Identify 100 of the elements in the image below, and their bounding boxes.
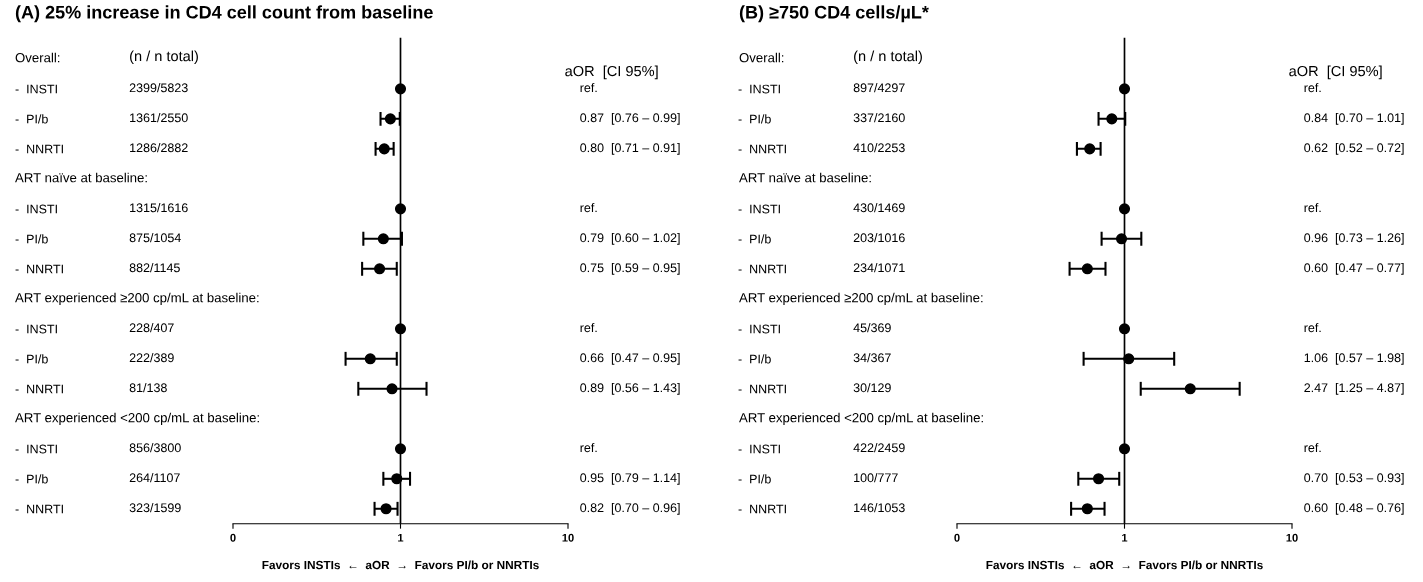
y2-tick-label: 264/1107: [129, 472, 180, 483]
y2-tick-label: 100/777: [854, 472, 898, 483]
category-label: - NNRTI: [15, 384, 63, 394]
annotation: ART experienced <200 cp/mL at baseline:: [739, 412, 983, 425]
x-tick-label: 10: [1286, 533, 1298, 542]
category-label: - INSTI: [738, 84, 780, 94]
point: [378, 143, 390, 155]
category-label: - PI/b: [738, 354, 771, 364]
text: ref.: [580, 203, 597, 213]
category-label: - INSTI: [738, 324, 780, 334]
chart-title: (B) ≥750 CD4 cells/µL*: [739, 5, 929, 23]
category-label: - PI/b: [15, 474, 48, 484]
text: ART naïve at baseline:: [739, 172, 871, 183]
category-label: - NNRTI: [738, 504, 786, 514]
point: [374, 263, 386, 275]
text: (n / n total): [130, 50, 198, 65]
text: 0.60 [0.47 – 0.77]: [1304, 262, 1404, 275]
y2-tick-label: 1286/2882: [130, 143, 188, 153]
y2-tick-label: 882/1145: [129, 262, 180, 273]
x-axis-title: Favors INSTIs ← aOR → Favors PI/b or NNRTIs: [986, 560, 1263, 570]
x-tick-label: 0: [954, 533, 960, 542]
y2-tick-label: 323/1599: [129, 502, 181, 513]
point: [391, 473, 403, 485]
y2-tick-label: 234/1071: [853, 262, 905, 273]
y2-tick-label: 875/1054: [129, 232, 181, 243]
y2-tick-label: 1315/1616: [130, 202, 188, 213]
annotation: aOR [CI 95%]: [1289, 65, 1382, 80]
text: 0.89 [0.56 – 1.43]: [580, 382, 680, 395]
text: ref.: [1304, 442, 1321, 453]
point: [394, 323, 407, 335]
point: [384, 113, 396, 125]
y2-tick-label: 30/129: [853, 382, 891, 393]
y2-tick-label: 897/4297: [853, 83, 905, 93]
y2-tick-label: 422/2459: [853, 442, 905, 453]
text: 2.47 [1.25 – 4.87]: [1304, 382, 1404, 395]
point: [394, 443, 407, 455]
point: [380, 503, 392, 515]
text: 0.60 [0.48 – 0.76]: [1304, 502, 1404, 515]
x-tick-label: 0: [230, 533, 236, 542]
annotation: ART experienced <200 cp/mL at baseline:: [15, 412, 259, 425]
point: [377, 233, 389, 245]
annotation: aOR [CI 95%]: [565, 65, 658, 80]
category-label: - INSTI: [15, 204, 57, 214]
category-label: - PI/b: [738, 474, 771, 484]
x-axis-title: Favors INSTIs ← aOR → Favors PI/b or NNRTIs: [262, 560, 539, 570]
annotation: ART experienced ≥200 cp/mL at baseline:: [15, 292, 259, 305]
point: [394, 83, 407, 95]
y2-tick-label: 81/138: [129, 382, 167, 393]
category-label: - NNRTI: [738, 144, 786, 154]
text: 0.80 [0.71 – 0.91]: [580, 143, 680, 155]
x-tick-label: 10: [562, 533, 574, 542]
text: 1.06 [0.57 – 1.98]: [1304, 352, 1404, 365]
x-tick-label: 1: [398, 533, 404, 542]
category-label: - PI/b: [738, 234, 771, 244]
text: 0.75 [0.59 – 0.95]: [580, 262, 680, 275]
text: Overall:: [739, 52, 784, 63]
text: ref.: [1304, 83, 1321, 93]
y2-tick-label: 337/2160: [853, 113, 905, 123]
category-label: - PI/b: [738, 114, 771, 124]
y2-tick-label: 34/367: [853, 352, 891, 363]
text: 0.82 [0.70 – 0.96]: [580, 502, 680, 515]
text: 0.66 [0.47 – 0.95]: [580, 352, 680, 365]
text: ART naïve at baseline:: [15, 172, 147, 183]
text: 0.95 [0.79 – 1.14]: [580, 472, 680, 485]
category-label: - NNRTI: [738, 264, 786, 274]
y2-tick-label: 2399/5823: [129, 83, 188, 93]
annotation: ART experienced ≥200 cp/mL at baseline:: [739, 292, 983, 305]
y2-tick-label: 1361/2550: [130, 113, 188, 123]
category-label: - NNRTI: [15, 504, 63, 514]
category-label: - PI/b: [15, 354, 48, 364]
y2-tick-label: 222/389: [129, 352, 174, 363]
category-label: - NNRTI: [738, 384, 786, 394]
category-label: - INSTI: [15, 444, 57, 454]
x-tick-label: 1: [1122, 533, 1128, 542]
category-label: - NNRTI: [15, 144, 63, 154]
text: 0.79 [0.60 – 1.02]: [580, 232, 680, 245]
y2-tick-label: 228/407: [129, 322, 174, 333]
text: 0.96 [0.73 – 1.26]: [1304, 232, 1404, 245]
category-label: - PI/b: [15, 234, 48, 244]
category-label: - INSTI: [15, 324, 57, 334]
category-label: - INSTI: [738, 444, 780, 454]
y2-tick-label: 45/369: [853, 322, 891, 333]
text: 0.87 [0.76 – 0.99]: [580, 113, 680, 125]
text: ref.: [580, 442, 597, 453]
text: 0.84 [0.70 – 1.01]: [1304, 113, 1404, 125]
text: 0.70 [0.53 – 0.93]: [1304, 472, 1404, 485]
y2-tick-label: 146/1053: [854, 502, 905, 513]
text: ref.: [1304, 323, 1321, 333]
text: ref.: [580, 323, 597, 333]
category-label: - PI/b: [15, 114, 48, 124]
text: 0.62 [0.52 – 0.72]: [1304, 143, 1404, 155]
text: (n / n total): [854, 50, 922, 65]
text: ref.: [1304, 203, 1321, 213]
chart-title: (A) 25% increase in CD4 cell count from baseline: [15, 5, 433, 23]
category-label: - INSTI: [738, 204, 780, 214]
point: [394, 203, 407, 215]
text: Overall:: [15, 52, 60, 63]
y2-tick-label: 410/2253: [853, 143, 905, 153]
y2-tick-label: 430/1469: [853, 202, 905, 213]
y2-tick-label: 856/3800: [129, 442, 181, 453]
